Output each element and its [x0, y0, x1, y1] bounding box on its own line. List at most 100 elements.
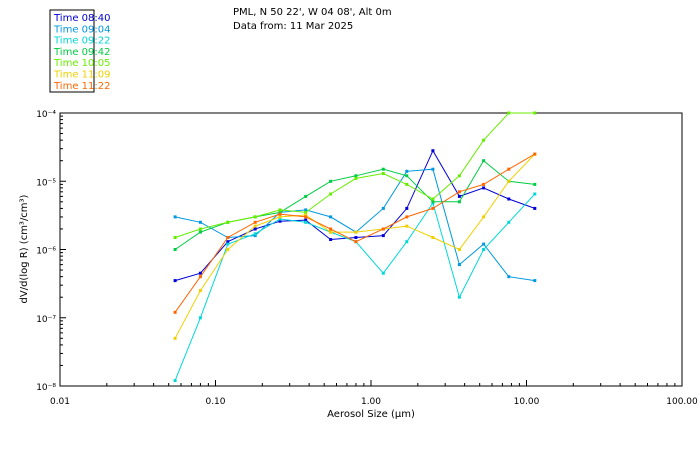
legend-entry: Time 09:42	[53, 47, 110, 58]
data-point	[198, 220, 202, 224]
data-point	[198, 230, 202, 234]
data-point	[226, 236, 230, 239]
data-point	[482, 248, 486, 251]
x-tick-label: 100.00	[666, 397, 698, 407]
data-point	[457, 200, 461, 204]
data-point	[329, 215, 333, 219]
data-point	[304, 215, 308, 219]
data-point	[253, 234, 257, 238]
data-point	[304, 210, 308, 214]
data-point	[278, 215, 282, 219]
data-point	[253, 215, 257, 219]
data-point	[253, 227, 257, 231]
data-point	[533, 152, 537, 156]
data-point	[431, 197, 435, 201]
data-point	[226, 248, 230, 251]
data-point	[381, 167, 385, 171]
data-point	[381, 234, 385, 238]
y-tick-label: 10⁻⁴	[36, 110, 56, 120]
y-tick-label: 10⁻⁵	[36, 178, 56, 188]
x-tick-label: 0.01	[50, 397, 70, 407]
x-tick-label: 10.00	[514, 397, 540, 407]
data-point	[457, 194, 461, 198]
axis-ticks: 0.01 0.10 1.00 10.00 100.00 10⁻⁸ 10⁻⁷ 10⁻⁶ 10⁻⁵ 1…	[36, 110, 698, 407]
data-point	[507, 220, 511, 224]
legend-entry: Time 08:40	[53, 13, 110, 24]
data-point	[354, 176, 358, 180]
data-point	[329, 230, 333, 234]
data-point	[173, 310, 177, 314]
data-point	[198, 271, 202, 275]
data-point	[533, 182, 537, 186]
data-point	[253, 224, 257, 228]
data-point	[198, 227, 202, 231]
data-point	[405, 215, 409, 219]
data-point	[381, 172, 385, 175]
data-point	[253, 232, 257, 236]
legend-entry: Time 11:22	[53, 81, 110, 92]
data-point	[329, 192, 333, 196]
y-axis-title: dV/d(log R) (cm³/cm³)	[19, 194, 30, 303]
data-point	[533, 279, 537, 283]
y-tick-label: 10⁻⁷	[36, 315, 56, 325]
legend-entry: Time 09:04	[53, 24, 110, 35]
data-point	[173, 215, 177, 219]
data-point	[278, 219, 282, 223]
data-point	[304, 208, 308, 212]
data-point	[533, 192, 537, 196]
data-point	[304, 194, 308, 198]
legend-entry: Time 11:09	[53, 70, 110, 81]
x-tick-label: 0.10	[205, 397, 225, 407]
data-point	[482, 215, 486, 219]
data-point	[354, 174, 358, 178]
data-point	[329, 179, 333, 183]
data-point	[173, 248, 177, 251]
data-point	[381, 206, 385, 210]
data-point	[253, 220, 257, 224]
header-station: PML, N 50 22', W 04 08', Alt 0m	[233, 7, 392, 18]
data-point	[482, 242, 486, 246]
y-tick-label: 10⁻⁶	[36, 247, 56, 257]
data-point	[482, 159, 486, 163]
data-point	[533, 206, 537, 210]
series-line	[174, 149, 535, 282]
data-point	[198, 275, 202, 279]
data-point	[381, 227, 385, 231]
legend-entry: Time 09:22	[53, 36, 110, 47]
data-point	[507, 197, 511, 201]
data-point	[507, 111, 511, 115]
data-point	[405, 224, 409, 228]
data-point	[457, 248, 461, 251]
data-point	[405, 174, 409, 178]
data-point	[507, 167, 511, 171]
data-point	[304, 218, 308, 222]
data-point	[431, 167, 435, 171]
x-tick-label: 1.00	[361, 397, 381, 407]
data-point	[278, 217, 282, 221]
data-point	[198, 316, 202, 320]
data-point	[405, 240, 409, 244]
data-point	[457, 263, 461, 267]
data-point	[533, 111, 537, 115]
data-point	[405, 169, 409, 173]
data-point	[482, 182, 486, 186]
data-point	[173, 279, 177, 283]
plot-frame	[59, 112, 683, 387]
legend-box	[49, 9, 95, 93]
data-point	[431, 149, 435, 153]
data-point	[482, 138, 486, 142]
data-point	[278, 212, 282, 216]
data-point	[354, 230, 358, 234]
data-point	[482, 186, 486, 190]
data-point	[173, 379, 177, 383]
header-date: Data from: 11 Mar 2025	[233, 21, 353, 32]
data-point	[329, 238, 333, 241]
data-point	[431, 206, 435, 210]
data-point	[226, 220, 230, 224]
data-point	[431, 236, 435, 239]
data-point	[381, 271, 385, 275]
data-point	[173, 236, 177, 239]
data-series	[173, 111, 537, 383]
data-point	[405, 206, 409, 210]
